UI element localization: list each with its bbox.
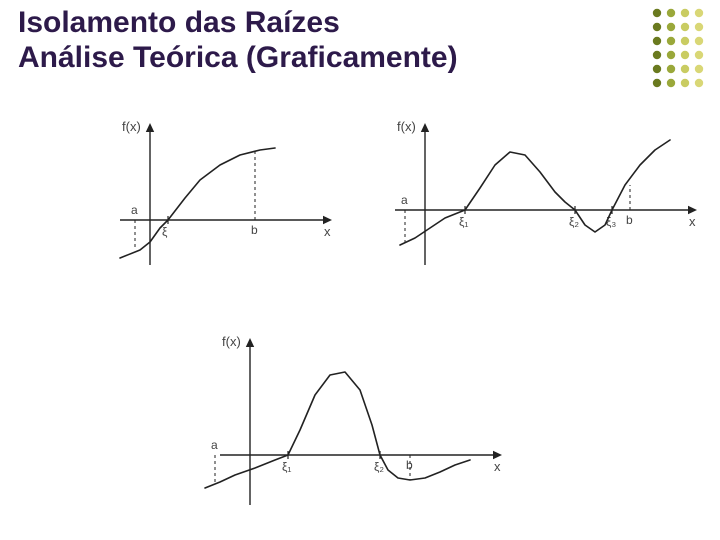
chart-three-roots: f(x) x a b ξ₁ ξ₂ ξ₃ (370, 110, 700, 270)
chart-two-roots: f(x) x a b ξ₁ ξ₂ (180, 320, 510, 510)
svg-text:ξ₁: ξ₁ (282, 460, 291, 474)
title-line-1: Isolamento das Raízes (18, 6, 458, 41)
svg-text:ξ₂: ξ₂ (569, 215, 579, 229)
svg-text:a: a (211, 438, 218, 452)
svg-text:a: a (401, 193, 408, 207)
title-line-2: Análise Teórica (Graficamente) (18, 41, 458, 76)
svg-text:b: b (626, 213, 633, 227)
svg-text:f(x): f(x) (222, 334, 241, 349)
svg-text:x: x (324, 224, 331, 239)
decorative-dots (650, 6, 706, 90)
svg-text:f(x): f(x) (122, 119, 141, 134)
svg-text:ξ₂: ξ₂ (374, 460, 384, 474)
svg-text:ξ₁: ξ₁ (459, 215, 468, 229)
svg-text:ξ₃: ξ₃ (606, 215, 616, 229)
svg-text:b: b (406, 458, 413, 472)
svg-text:x: x (689, 214, 696, 229)
svg-text:a: a (131, 203, 138, 217)
svg-text:b: b (251, 223, 258, 237)
slide-title: Isolamento das Raízes Análise Teórica (G… (18, 6, 458, 75)
svg-text:x: x (494, 459, 501, 474)
svg-text:f(x): f(x) (397, 119, 416, 134)
svg-text:ξ: ξ (162, 225, 168, 239)
chart-single-root: f(x) x a b ξ (90, 110, 340, 270)
